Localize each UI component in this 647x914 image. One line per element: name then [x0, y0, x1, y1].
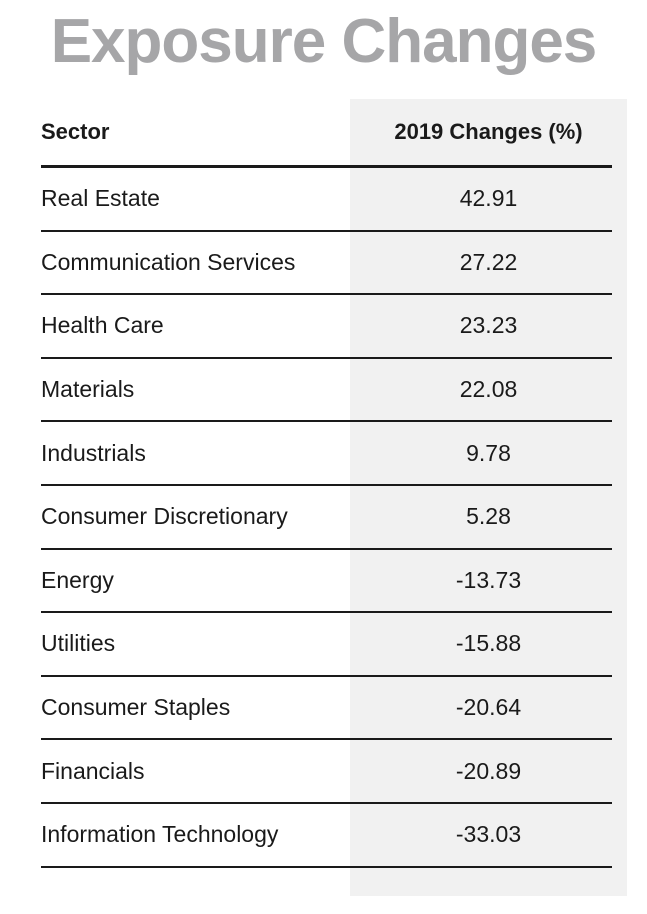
table-row: Financials -20.89 — [41, 740, 612, 804]
table-row: Materials 22.08 — [41, 359, 612, 423]
change-value-cell: -20.64 — [455, 694, 522, 721]
table-header-row: Sector 2019 Changes (%) — [41, 99, 612, 168]
table-row: Consumer Discretionary 5.28 — [41, 486, 612, 550]
column-header-sector: Sector — [41, 119, 110, 144]
sector-cell: Consumer Discretionary — [41, 503, 288, 530]
sector-cell: Industrials — [41, 439, 146, 466]
table-body: Real Estate 42.91 Communication Services 27… — [41, 168, 612, 868]
change-value-cell: 27.22 — [459, 248, 518, 275]
table-row: Health Care 23.23 — [41, 295, 612, 359]
column-header-changes: 2019 Changes (%) — [394, 119, 583, 144]
sector-cell: Real Estate — [41, 185, 160, 212]
page-title: Exposure Changes — [50, 7, 598, 76]
change-value-cell: 9.78 — [466, 439, 511, 466]
table-row: Information Technology -33.03 — [41, 804, 612, 868]
table-row: Real Estate 42.91 — [41, 168, 612, 232]
sector-cell: Energy — [41, 566, 114, 593]
change-value-cell: -13.73 — [455, 566, 522, 593]
change-value-cell: -33.03 — [455, 821, 522, 848]
sector-cell: Consumer Staples — [41, 694, 231, 721]
table-row: Consumer Staples -20.64 — [41, 677, 612, 741]
sector-cell: Health Care — [41, 312, 164, 339]
table-row: Industrials 9.78 — [41, 422, 612, 486]
change-value-cell: 23.23 — [459, 312, 518, 339]
sector-cell: Utilities — [41, 630, 116, 657]
table-row: Energy -13.73 — [41, 550, 612, 614]
change-value-cell: 5.28 — [466, 503, 511, 530]
sector-cell: Information Technology — [41, 821, 279, 848]
sector-cell: Financials — [41, 757, 145, 784]
sector-cell: Materials — [41, 376, 135, 403]
change-value-cell: 42.91 — [459, 185, 518, 212]
change-value-cell: -15.88 — [455, 630, 522, 657]
sector-cell: Communication Services — [41, 248, 296, 275]
exposure-table: Sector 2019 Changes (%) Real Estate 42.91… — [41, 99, 612, 868]
change-value-cell: 22.08 — [459, 376, 518, 403]
table-row: Communication Services 27.22 — [41, 232, 612, 296]
change-value-cell: -20.89 — [455, 757, 522, 784]
table-row: Utilities -15.88 — [41, 613, 612, 677]
value-column-shading — [350, 99, 627, 896]
